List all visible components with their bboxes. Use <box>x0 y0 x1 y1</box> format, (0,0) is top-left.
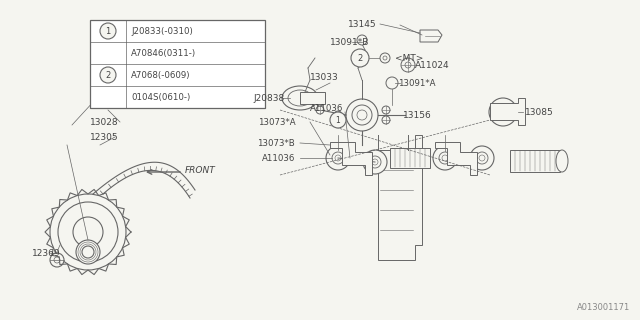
Text: 13091*B: 13091*B <box>330 37 369 46</box>
Text: 2: 2 <box>357 53 363 62</box>
Circle shape <box>479 155 485 161</box>
Circle shape <box>50 253 64 267</box>
Circle shape <box>316 98 324 106</box>
Circle shape <box>346 99 378 131</box>
Circle shape <box>82 246 94 258</box>
Bar <box>90 20 265 108</box>
Circle shape <box>334 111 342 119</box>
Ellipse shape <box>556 150 568 172</box>
Circle shape <box>76 240 100 264</box>
Text: A013001171: A013001171 <box>577 303 630 312</box>
Circle shape <box>369 156 381 168</box>
Text: A70846(0311-): A70846(0311-) <box>131 49 196 58</box>
Circle shape <box>382 116 390 124</box>
Text: 13073*A: 13073*A <box>258 117 296 126</box>
Text: J20838: J20838 <box>253 93 284 102</box>
Polygon shape <box>435 142 477 175</box>
Circle shape <box>332 152 344 164</box>
Circle shape <box>357 110 367 120</box>
Text: 2: 2 <box>106 70 111 79</box>
Circle shape <box>326 146 350 170</box>
Ellipse shape <box>282 86 318 110</box>
Text: A7068(-0609): A7068(-0609) <box>131 70 191 79</box>
Circle shape <box>470 146 494 170</box>
Circle shape <box>352 105 372 125</box>
Circle shape <box>386 77 398 89</box>
Text: 1: 1 <box>335 116 340 124</box>
Polygon shape <box>420 30 442 42</box>
Circle shape <box>363 150 387 174</box>
Text: <MT>: <MT> <box>395 53 424 62</box>
Text: A11024: A11024 <box>415 60 450 69</box>
Text: 13028: 13028 <box>90 117 118 126</box>
Text: 0104S(0610-): 0104S(0610-) <box>131 92 190 101</box>
Text: 1: 1 <box>106 27 111 36</box>
Circle shape <box>383 56 387 60</box>
Circle shape <box>316 106 324 114</box>
Text: 13085: 13085 <box>525 108 554 116</box>
Circle shape <box>433 146 457 170</box>
Text: 12369: 12369 <box>32 249 61 258</box>
Circle shape <box>351 49 369 67</box>
Circle shape <box>372 159 378 165</box>
Text: J20833(-0310): J20833(-0310) <box>131 27 193 36</box>
Circle shape <box>439 152 451 164</box>
Circle shape <box>401 58 415 72</box>
Text: A11036: A11036 <box>310 103 344 113</box>
Circle shape <box>330 112 346 128</box>
Text: 13033: 13033 <box>310 73 339 82</box>
Text: 13145: 13145 <box>348 20 376 28</box>
Circle shape <box>73 217 103 247</box>
Circle shape <box>405 62 411 68</box>
Circle shape <box>58 202 118 262</box>
Polygon shape <box>330 142 372 175</box>
Text: 13091*A: 13091*A <box>398 78 435 87</box>
Circle shape <box>382 106 390 114</box>
Bar <box>300 92 325 104</box>
Text: 13156: 13156 <box>403 110 432 119</box>
Polygon shape <box>378 135 422 260</box>
Polygon shape <box>490 98 525 125</box>
Circle shape <box>100 67 116 83</box>
Circle shape <box>335 155 341 161</box>
Bar <box>510 150 560 172</box>
Circle shape <box>50 194 126 270</box>
Text: FRONT: FRONT <box>185 165 216 174</box>
Circle shape <box>442 155 448 161</box>
Circle shape <box>476 152 488 164</box>
Bar <box>390 148 430 168</box>
Circle shape <box>100 23 116 39</box>
Circle shape <box>357 35 367 45</box>
Circle shape <box>380 53 390 63</box>
Text: A11036: A11036 <box>262 154 295 163</box>
Circle shape <box>489 98 517 126</box>
Circle shape <box>495 104 511 120</box>
Text: 12305: 12305 <box>90 132 118 141</box>
Ellipse shape <box>288 90 312 106</box>
Circle shape <box>54 257 60 263</box>
Text: 13073*B: 13073*B <box>257 139 295 148</box>
